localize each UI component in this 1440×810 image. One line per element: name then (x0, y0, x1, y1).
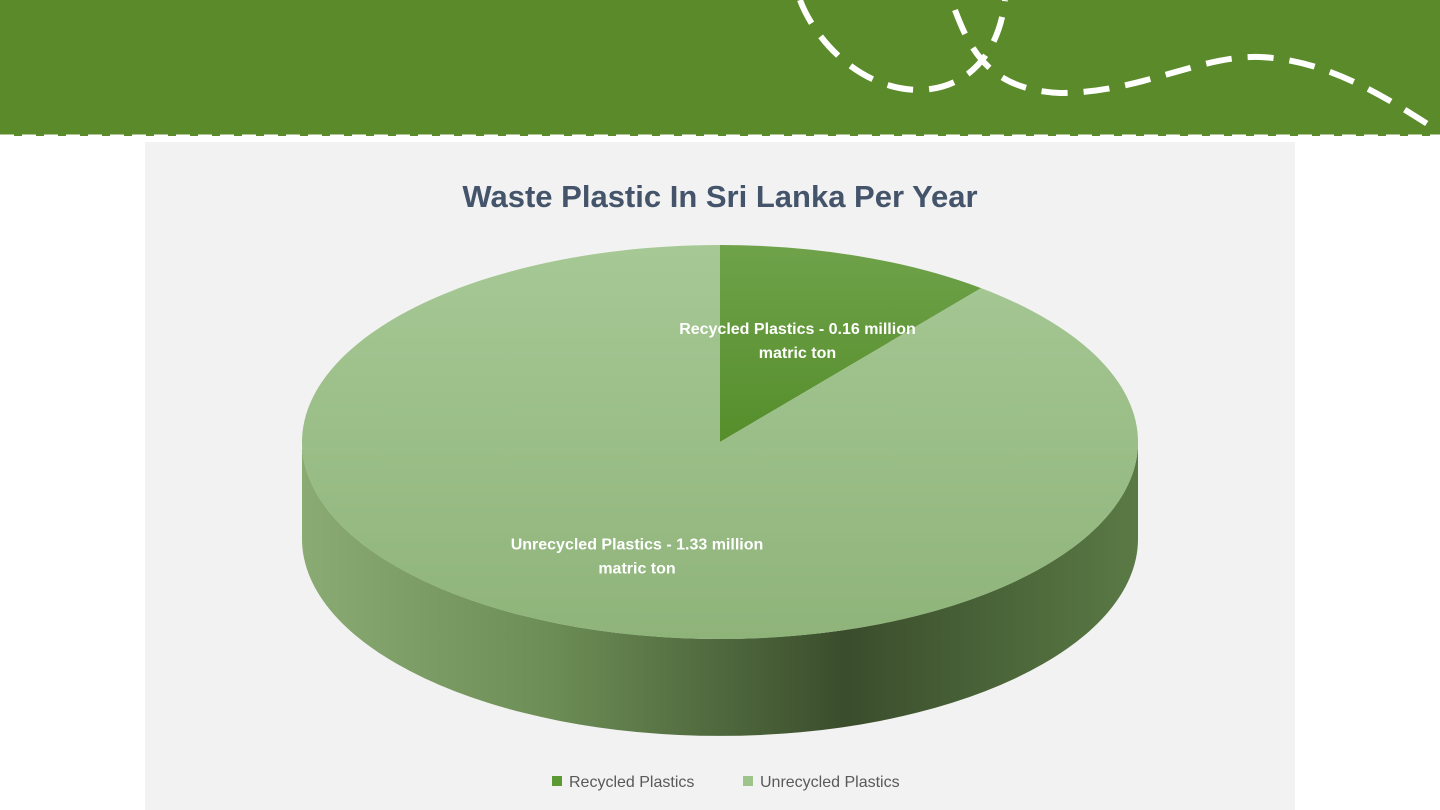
legend-swatch-recycled-plastics (552, 776, 562, 786)
chart-title: Waste Plastic In Sri Lanka Per Year (462, 179, 977, 214)
chart-area: Waste Plastic In Sri Lanka Per Year Recy… (145, 142, 1295, 810)
legend-label-unrecycled-plastics: Unrecycled Plastics (760, 774, 900, 791)
banner-dashed-border (0, 134, 1440, 138)
pie-slice-unrecycled-plastics (301, 245, 1138, 639)
header-banner (0, 0, 1440, 136)
data-label-recycled-plastics: Recycled Plastics - 0.16 million matric t… (679, 321, 916, 362)
data-label-unrecycled-plastics: Unrecycled Plastics - 1.33 million matric… (511, 537, 764, 578)
legend-swatch-unrecycled-plastics (743, 776, 753, 786)
legend-label-recycled-plastics: Recycled Plastics (569, 774, 694, 791)
pie-slice-recycled-plastics (720, 245, 982, 442)
pie-side-wall (302, 442, 1138, 736)
pie-chart: Waste Plastic In Sri Lanka Per Year Recy… (301, 179, 1138, 791)
dashed-curve-decoration (797, 0, 1440, 135)
legend: Recycled Plastics Unrecycled Plastics (552, 774, 900, 791)
